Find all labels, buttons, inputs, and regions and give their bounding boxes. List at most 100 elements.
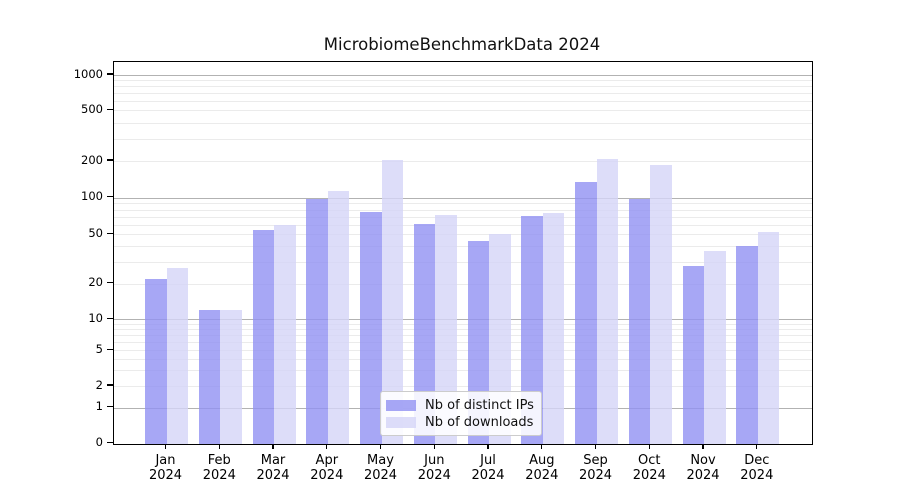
legend-label: Nb of downloads bbox=[425, 415, 534, 430]
minor-gridline bbox=[114, 359, 812, 360]
bar-apr-distinct-ips bbox=[306, 199, 328, 444]
bar-sep-distinct-ips bbox=[575, 181, 597, 444]
x-tick-label: Jul 2024 bbox=[443, 453, 533, 483]
minor-gridline bbox=[114, 342, 812, 344]
chart-title: MicrobiomeBenchmarkData 2024 bbox=[323, 35, 601, 54]
x-tick-month: Feb bbox=[207, 453, 231, 468]
x-tick-month: Aug bbox=[529, 453, 555, 468]
x-tick-month: Jun bbox=[424, 453, 445, 468]
x-tick-year: 2024 bbox=[417, 468, 451, 483]
plot-area bbox=[113, 61, 813, 445]
y-tick-mark bbox=[107, 73, 114, 75]
x-tick-year: 2024 bbox=[740, 468, 774, 483]
minor-gridline bbox=[114, 386, 812, 387]
bar-nov-downloads bbox=[704, 250, 726, 444]
x-tick-label: Jan 2024 bbox=[121, 453, 211, 483]
bar-nov-distinct-ips bbox=[682, 265, 704, 444]
x-tick-label: Apr 2024 bbox=[282, 453, 372, 483]
x-tick-month: Jan bbox=[155, 453, 176, 468]
x-tick-mark bbox=[648, 444, 650, 449]
y-tick-mark bbox=[107, 442, 114, 444]
bar-oct-distinct-ips bbox=[628, 198, 651, 444]
minor-gridline bbox=[114, 246, 812, 248]
y-tick-label: 200 bbox=[81, 152, 103, 167]
minor-gridline bbox=[114, 283, 812, 285]
y-tick-mark bbox=[107, 196, 114, 198]
y-tick-mark bbox=[107, 348, 114, 350]
x-tick-mark bbox=[487, 444, 489, 449]
minor-gridline bbox=[114, 350, 812, 352]
x-tick-month: Mar bbox=[260, 453, 286, 468]
minor-gridline bbox=[114, 216, 812, 218]
bar-dec-distinct-ips bbox=[736, 246, 758, 444]
x-tick-year: 2024 bbox=[256, 468, 290, 483]
x-tick-month: Jul bbox=[480, 453, 496, 468]
bar-dec-downloads bbox=[757, 232, 780, 444]
y-tick-label: 2 bbox=[95, 377, 103, 392]
y-tick-mark bbox=[107, 108, 114, 110]
x-tick-label: Mar 2024 bbox=[228, 453, 318, 483]
y-tick-mark bbox=[107, 282, 114, 284]
bar-apr-downloads bbox=[327, 191, 350, 444]
y-tick-mark bbox=[107, 159, 114, 161]
x-tick-mark bbox=[272, 444, 274, 449]
legend: Nb of distinct IPs Nb of downloads bbox=[380, 391, 542, 436]
minor-gridline bbox=[114, 122, 812, 124]
y-tick-label: 500 bbox=[81, 101, 103, 116]
minor-gridline bbox=[114, 80, 812, 82]
x-tick-month: Oct bbox=[638, 453, 661, 468]
bar-mar-distinct-ips bbox=[252, 230, 274, 444]
minor-gridline bbox=[114, 86, 812, 88]
minor-gridline bbox=[114, 324, 812, 325]
bar-sep-downloads bbox=[596, 158, 618, 444]
minor-gridline bbox=[114, 370, 812, 372]
y-tick-label: 10 bbox=[88, 310, 103, 325]
y-tick-label: 50 bbox=[88, 225, 103, 240]
y-tick-label: 0 bbox=[95, 435, 103, 450]
x-tick-label: Nov 2024 bbox=[658, 453, 748, 483]
bar-may-downloads bbox=[381, 160, 403, 444]
bar-jun-distinct-ips bbox=[413, 223, 436, 444]
x-tick-year: 2024 bbox=[363, 468, 398, 483]
minor-gridline bbox=[114, 110, 812, 112]
bar-jan-downloads bbox=[166, 267, 188, 444]
x-tick-mark bbox=[218, 444, 220, 449]
x-tick-mark bbox=[326, 444, 328, 449]
x-tick-year: 2024 bbox=[578, 468, 613, 483]
y-tick-label: 1 bbox=[95, 399, 103, 414]
x-tick-year: 2024 bbox=[632, 468, 666, 483]
legend-item: Nb of downloads bbox=[386, 415, 535, 430]
legend-swatch-distinct-ips bbox=[386, 400, 416, 411]
x-tick-label: May 2024 bbox=[336, 453, 426, 483]
x-tick-year: 2024 bbox=[202, 468, 236, 483]
major-gridline bbox=[114, 319, 812, 321]
legend-swatch-downloads bbox=[386, 417, 416, 428]
bar-oct-downloads bbox=[650, 165, 672, 444]
minor-gridline bbox=[114, 209, 812, 211]
y-tick-label: 5 bbox=[95, 341, 103, 356]
x-tick-mark bbox=[379, 444, 382, 449]
x-tick-month: Apr bbox=[315, 453, 339, 468]
bar-mar-downloads bbox=[274, 224, 296, 444]
y-tick-label: 20 bbox=[88, 275, 103, 290]
minor-gridline bbox=[114, 101, 812, 102]
x-tick-label: Jun 2024 bbox=[389, 453, 479, 483]
x-tick-mark bbox=[433, 444, 435, 449]
bar-may-distinct-ips bbox=[360, 211, 382, 444]
x-tick-mark bbox=[756, 444, 758, 449]
y-tick-mark bbox=[107, 384, 114, 386]
minor-gridline bbox=[114, 224, 812, 226]
x-tick-mark bbox=[594, 444, 597, 449]
minor-gridline bbox=[114, 161, 812, 162]
x-tick-label: Dec 2024 bbox=[712, 453, 802, 483]
bar-feb-downloads bbox=[220, 309, 242, 444]
x-tick-label: Sep 2024 bbox=[551, 453, 641, 483]
x-tick-month: Nov bbox=[690, 453, 716, 468]
y-tick-mark bbox=[107, 232, 114, 234]
x-tick-year: 2024 bbox=[148, 468, 183, 483]
y-tick-mark bbox=[107, 317, 114, 319]
legend-item: Nb of distinct IPs bbox=[386, 398, 535, 413]
bar-jun-downloads bbox=[435, 215, 457, 444]
bar-jan-distinct-ips bbox=[145, 278, 167, 444]
